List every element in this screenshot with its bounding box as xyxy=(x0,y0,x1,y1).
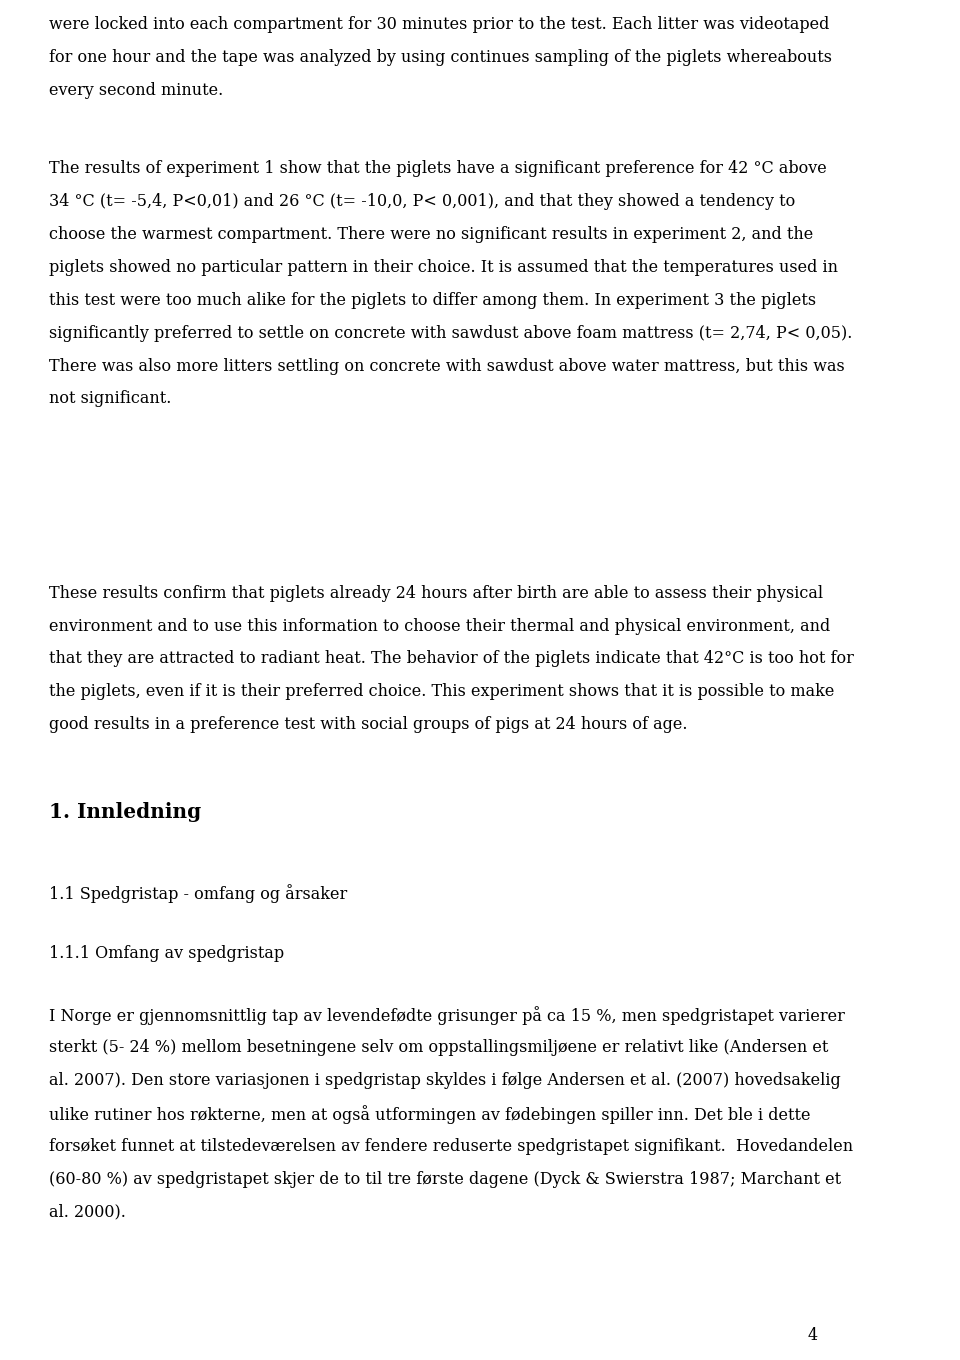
Text: good results in a preference test with social groups of pigs at 24 hours of age.: good results in a preference test with s… xyxy=(49,717,687,733)
Text: 1. Innledning: 1. Innledning xyxy=(49,802,201,823)
Text: 4: 4 xyxy=(808,1327,818,1344)
Text: (60-80 %) av spedgristapet skjer de to til tre første dagene (Dyck & Swierstra 1: (60-80 %) av spedgristapet skjer de to t… xyxy=(49,1171,841,1187)
Text: were locked into each compartment for 30 minutes prior to the test. Each litter : were locked into each compartment for 30… xyxy=(49,16,829,33)
Text: ulike rutiner hos røkterne, men at også utformingen av fødebingen spiller inn. D: ulike rutiner hos røkterne, men at også … xyxy=(49,1104,810,1123)
Text: forsøket funnet at tilstedeværelsen av fendere reduserte spedgristapet signifika: forsøket funnet at tilstedeværelsen av f… xyxy=(49,1138,852,1155)
Text: 34 °C (t= -5,4, P<0,01) and 26 °C (t= -10,0, P< 0,001), and that they showed a t: 34 °C (t= -5,4, P<0,01) and 26 °C (t= -1… xyxy=(49,193,795,211)
Text: 1.1 Spedgristap - omfang og årsaker: 1.1 Spedgristap - omfang og årsaker xyxy=(49,884,348,903)
Text: choose the warmest compartment. There were no significant results in experiment : choose the warmest compartment. There we… xyxy=(49,226,813,243)
Text: 1.1.1 Omfang av spedgristap: 1.1.1 Omfang av spedgristap xyxy=(49,945,284,963)
Text: sterkt (5- 24 %) mellom besetningene selv om oppstallingsmiljøene er relativt li: sterkt (5- 24 %) mellom besetningene sel… xyxy=(49,1039,828,1057)
Text: There was also more litters settling on concrete with sawdust above water mattre: There was also more litters settling on … xyxy=(49,358,845,374)
Text: significantly preferred to settle on concrete with sawdust above foam mattress (: significantly preferred to settle on con… xyxy=(49,325,852,341)
Text: the piglets, even if it is their preferred choice. This experiment shows that it: the piglets, even if it is their preferr… xyxy=(49,683,834,700)
Text: al. 2000).: al. 2000). xyxy=(49,1204,126,1220)
Text: for one hour and the tape was analyzed by using continues sampling of the piglet: for one hour and the tape was analyzed b… xyxy=(49,49,831,67)
Text: environment and to use this information to choose their thermal and physical env: environment and to use this information … xyxy=(49,617,830,635)
Text: These results confirm that piglets already 24 hours after birth are able to asse: These results confirm that piglets alrea… xyxy=(49,585,823,601)
Text: that they are attracted to radiant heat. The behavior of the piglets indicate th: that they are attracted to radiant heat.… xyxy=(49,650,853,668)
Text: not significant.: not significant. xyxy=(49,390,171,408)
Text: The results of experiment 1 show that the piglets have a significant preference : The results of experiment 1 show that th… xyxy=(49,160,827,178)
Text: this test were too much alike for the piglets to differ among them. In experimen: this test were too much alike for the pi… xyxy=(49,292,816,309)
Text: 1.1 Spedgristap - omfang og årsaker: 1.1 Spedgristap - omfang og årsaker xyxy=(49,884,348,903)
Text: piglets showed no particular pattern in their choice. It is assumed that the tem: piglets showed no particular pattern in … xyxy=(49,258,838,276)
Text: al. 2007). Den store variasjonen i spedgristap skyldes i følge Andersen et al. (: al. 2007). Den store variasjonen i spedg… xyxy=(49,1072,841,1089)
Text: every second minute.: every second minute. xyxy=(49,82,223,99)
Text: I Norge er gjennomsnittlig tap av levendefødte grisunger på ca 15 %, men spedgri: I Norge er gjennomsnittlig tap av levend… xyxy=(49,1006,845,1025)
